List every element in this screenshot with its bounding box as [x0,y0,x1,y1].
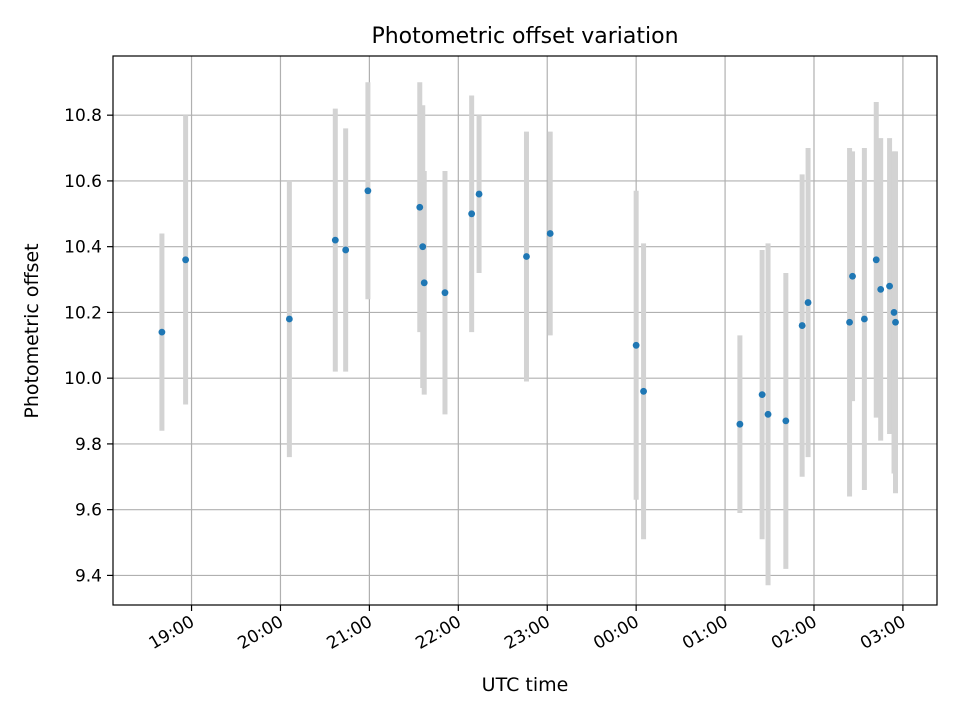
data-point [640,387,647,395]
data-point [285,315,293,323]
data-point [475,190,483,198]
y-tick-label: 9.4 [75,566,102,586]
data-point [331,236,339,244]
y-tick-label: 10.4 [64,238,102,258]
data-point [416,203,424,211]
y-axis-ticks: 9.4 9.6 9.8 10.0 10.2 10.4 10.6 10.8 [64,106,113,586]
data-point [877,286,885,293]
data-point [419,243,427,251]
data-point [849,272,856,280]
data-point [804,299,812,306]
y-tick-label: 10.2 [64,303,102,323]
data-point [420,279,428,287]
y-tick-label: 10.6 [64,172,102,192]
data-point [890,309,898,316]
y-tick-label: 9.6 [75,501,102,521]
data-point [886,282,893,290]
data-point [892,318,899,326]
x-axis-label: UTC time [482,674,569,696]
data-points [158,187,899,428]
chart-title: Photometric offset variation [371,24,678,49]
data-point [736,420,744,428]
data-point [860,315,868,323]
data-point [764,410,772,418]
data-point [782,417,790,425]
data-point [872,256,880,264]
data-point [441,289,449,297]
data-point [364,187,372,195]
plot-frame [112,55,938,606]
data-point [846,318,853,326]
y-tick-label: 10.8 [64,106,102,126]
data-point [546,230,554,237]
y-tick-label: 9.8 [75,435,102,455]
data-point [182,256,190,264]
data-point [758,391,766,399]
data-point [632,341,640,349]
data-point [468,210,476,218]
data-point [158,328,166,336]
y-tick-label: 10.0 [64,369,102,389]
y-axis-label: Photometric offset [21,243,43,418]
data-point [523,253,530,260]
data-point [342,246,350,254]
data-point [798,322,806,329]
